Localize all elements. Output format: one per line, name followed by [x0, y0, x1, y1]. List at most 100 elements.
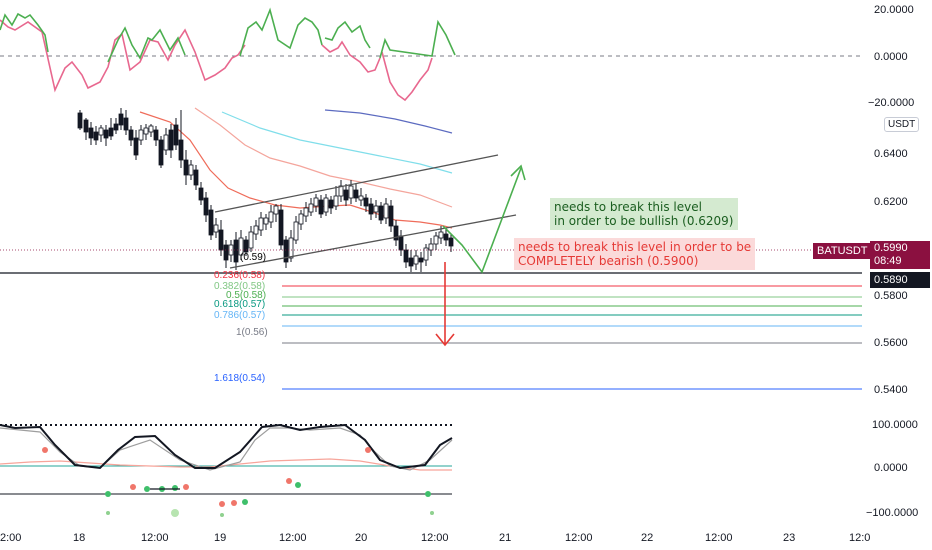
time-axis-label: 20	[355, 532, 367, 544]
candle-body	[308, 203, 314, 213]
candle-body	[143, 127, 149, 135]
ma-teal	[221, 111, 453, 174]
trend-channel[interactable]	[214, 154, 517, 269]
candle-body	[193, 169, 199, 186]
candle-body	[448, 237, 454, 247]
candle-body	[443, 233, 449, 241]
bearish-annotation-line1: needs to break this level in order to be	[518, 240, 752, 254]
time-axis-label: 12:00	[141, 532, 169, 544]
time-axis-label: 18	[73, 532, 85, 544]
candle-body	[183, 159, 189, 176]
bottom-osc-axis-label: 100.0000	[872, 419, 918, 431]
top-osc-line-green-3	[239, 7, 323, 57]
candle-body	[223, 244, 229, 261]
candle-body	[303, 207, 309, 217]
candle-body	[113, 123, 119, 131]
bullish-annotation-line2: in order to be bullish (0.6209)	[554, 214, 734, 228]
candle-body	[378, 205, 384, 221]
top-osc-axis-label: 20.0000	[874, 4, 914, 16]
candle-body	[253, 225, 259, 235]
candle-body	[433, 235, 439, 245]
candle-body	[188, 164, 194, 176]
candle-body	[238, 237, 244, 256]
candle-body	[158, 139, 164, 166]
candle-body	[348, 185, 354, 199]
candle-body	[293, 221, 299, 241]
bullish-annotation-line1: needs to break this level	[554, 200, 702, 214]
bearish-annotation[interactable]: needs to break this level in order to be…	[514, 238, 756, 270]
bottom-osc-axis-label: −100.0000	[866, 507, 918, 519]
candle-body	[83, 119, 89, 133]
projection-bearish-arrow[interactable]	[435, 262, 455, 347]
candle-body	[333, 195, 339, 207]
price-axis-label: 0.5800	[874, 290, 908, 302]
channel-lower	[229, 214, 517, 269]
candle-body	[408, 257, 414, 267]
time-axis-label: 21	[499, 532, 511, 544]
fib-label-1: 1(0.56)	[236, 327, 268, 338]
top-osc-line-green-2	[107, 26, 186, 63]
candle-body	[373, 205, 379, 213]
fib-label-05: 0.5(0.58)	[226, 290, 267, 301]
candle-body	[128, 129, 134, 141]
top-oscillator-pane	[0, 7, 860, 102]
price-axis-label: 0.6400	[874, 148, 908, 160]
candle-body	[198, 187, 204, 201]
fib-levels[interactable]	[282, 285, 862, 390]
top-osc-line-green	[0, 12, 49, 53]
candle-body	[208, 209, 214, 236]
bullish-annotation[interactable]: needs to break this level in order to be…	[550, 198, 738, 230]
candle-body	[77, 112, 83, 129]
ma-salmon	[194, 107, 453, 208]
candle-body	[403, 249, 409, 263]
candle-body	[323, 197, 329, 213]
time-axis-label: 12:00	[565, 532, 593, 544]
projection-bullish-arrow[interactable]	[442, 164, 526, 274]
top-osc-line-green-4	[324, 20, 371, 49]
time-axis-label: 23	[783, 532, 795, 544]
candle-body	[163, 134, 169, 151]
price-axis[interactable]: 20.0000 0.0000 −20.0000 0.6400 0.6200 0.…	[866, 4, 918, 519]
candle-body	[108, 127, 114, 137]
candle-body	[298, 213, 304, 225]
candle-body	[353, 189, 359, 199]
bar-countdown: 08:49	[874, 255, 902, 267]
ma-orange	[139, 111, 453, 229]
candle-body	[383, 203, 389, 219]
candle-body	[243, 239, 249, 253]
candle-body	[148, 125, 154, 133]
candle-body	[103, 129, 109, 139]
symbol-tag: BATUSDT	[813, 243, 872, 259]
time-axis[interactable]: 2:00 18 12:00 19 12:00 20 12:00 21 12:00…	[0, 532, 870, 544]
candle-body	[328, 199, 334, 209]
price-axis-label: 0.5600	[874, 337, 908, 349]
time-axis-label: 12:0	[849, 532, 870, 544]
candle-body	[358, 195, 364, 201]
bottom-osc-gray-line	[0, 427, 453, 471]
fib-label-0786: 0.786(0.57)	[214, 310, 266, 321]
fib-label-0: (0.59)	[240, 252, 267, 263]
top-osc-line-red-2	[321, 40, 381, 73]
candle-body	[213, 224, 219, 233]
current-price-value: 0.5990	[874, 242, 908, 254]
candle-body	[273, 205, 279, 215]
fib-label-0236: 0.236(0.58)	[214, 270, 266, 281]
candle-body	[248, 231, 254, 249]
channel-upper	[214, 154, 499, 213]
currency-badge[interactable]: USDT	[884, 117, 920, 132]
time-axis-label: 12:00	[421, 532, 449, 544]
candle-body	[93, 131, 99, 141]
candle-body	[438, 231, 444, 239]
candle-body	[218, 229, 224, 251]
candle-body	[123, 117, 129, 131]
candle-body	[428, 243, 434, 251]
candle-body	[278, 209, 284, 246]
candle-body	[153, 129, 159, 141]
horizontal-line-price-tag: 0.5890	[870, 272, 930, 288]
time-axis-label: 2:00	[0, 532, 21, 544]
time-axis-label: 12:00	[705, 532, 733, 544]
candle-body	[138, 129, 144, 141]
time-axis-label: 12:00	[279, 532, 307, 544]
bottom-osc-dots	[42, 447, 434, 517]
